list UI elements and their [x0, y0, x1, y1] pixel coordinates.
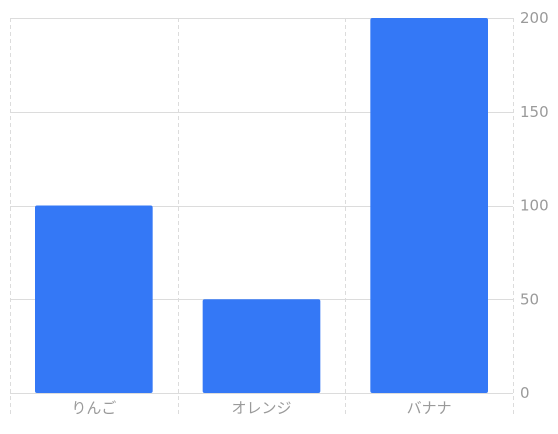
bar: [35, 205, 153, 393]
y-tick-label: 100: [520, 197, 549, 215]
x-tick-label: バナナ: [407, 399, 452, 417]
y-axis-labels: 0 50 100 150 200: [520, 9, 549, 402]
y-tick-label: 0: [520, 384, 530, 402]
x-tick-label: オレンジ: [231, 399, 291, 417]
bar: [370, 18, 488, 393]
y-tick-label: 200: [520, 9, 549, 27]
y-tick-label: 150: [520, 103, 549, 121]
bar-layer: [35, 18, 488, 393]
x-axis-labels: りんご オレンジ バナナ: [71, 399, 451, 417]
y-tick-label: 50: [520, 290, 539, 308]
bar: [202, 299, 321, 393]
x-tick-label: りんご: [71, 399, 116, 417]
